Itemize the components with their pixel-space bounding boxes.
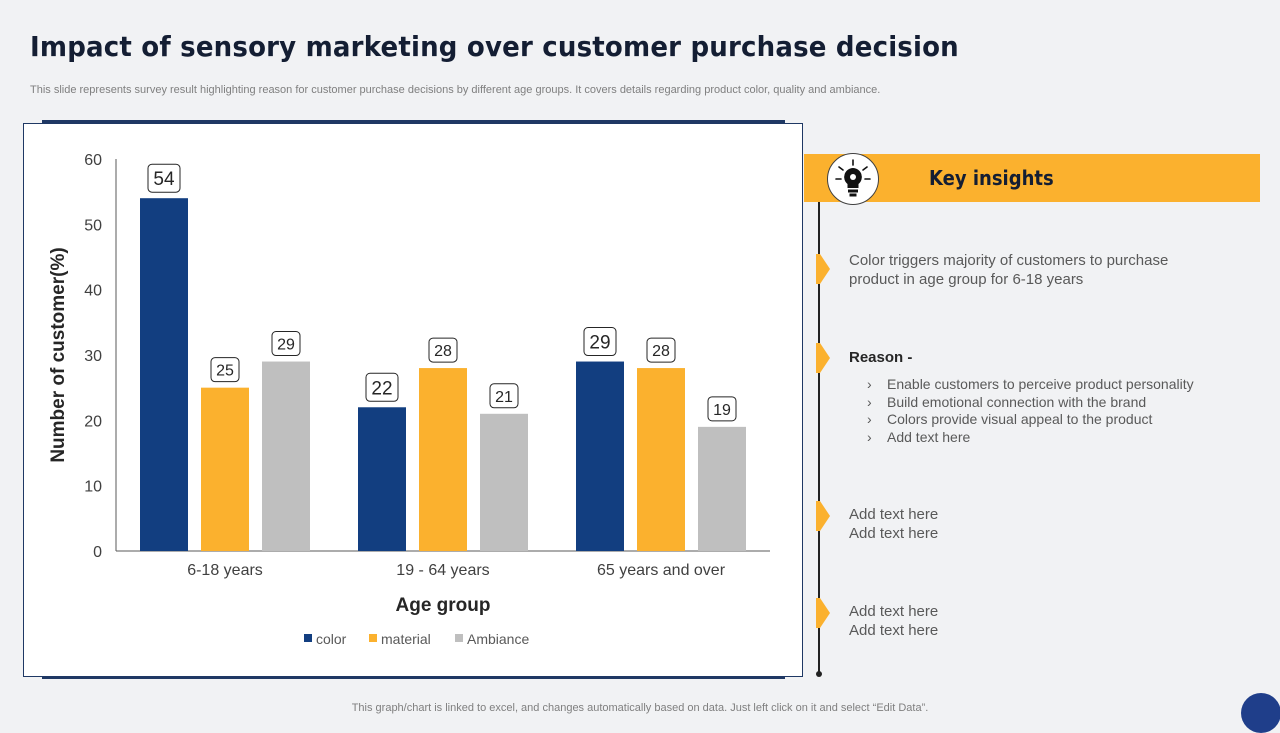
x-tick-label: 19 - 64 years xyxy=(396,562,489,579)
bar-color xyxy=(358,407,406,551)
timeline-marker-icon xyxy=(816,598,830,628)
data-label: 25 xyxy=(216,363,234,380)
timeline-marker-icon xyxy=(816,501,830,531)
data-label-box xyxy=(271,331,301,357)
reason-item: › Build emotional connection with the bra… xyxy=(867,393,1147,410)
timeline-marker-icon xyxy=(816,343,830,373)
chevron-right-icon: › xyxy=(867,429,872,446)
data-label-box xyxy=(583,327,617,357)
timeline-end-dot xyxy=(816,671,822,677)
data-label: 54 xyxy=(153,169,175,190)
y-tick-label: 50 xyxy=(84,217,102,234)
insights-timeline xyxy=(818,202,820,674)
y-tick-label: 10 xyxy=(84,479,102,496)
bar-material xyxy=(201,387,249,551)
bar-ambiance xyxy=(480,413,528,551)
corner-decoration xyxy=(1241,693,1280,733)
bar-color xyxy=(140,198,188,551)
chevron-right-icon: › xyxy=(867,376,872,392)
data-label: 28 xyxy=(434,343,452,360)
chart-top-rule xyxy=(42,120,785,123)
legend-swatch xyxy=(455,634,463,642)
y-tick-label: 20 xyxy=(84,413,102,430)
legend-label: material xyxy=(381,631,431,647)
data-label: 28 xyxy=(652,343,670,360)
x-axis-label: Age group xyxy=(396,595,491,616)
y-tick-label: 0 xyxy=(93,544,102,561)
data-label-box xyxy=(646,337,676,363)
x-tick-label: 6-18 years xyxy=(187,562,263,579)
timeline-marker-icon xyxy=(816,254,830,284)
y-axis-label: Number of customer(%) xyxy=(48,247,69,462)
data-label-box xyxy=(707,396,737,422)
footer-note: This graph/chart is linked to excel, and… xyxy=(351,702,929,714)
insight-point-1: Color triggers majority of customers to … xyxy=(849,252,1169,288)
lightbulb-gear-icon xyxy=(827,153,879,205)
reason-item: › Enable customers to perceive product pe… xyxy=(867,376,1194,392)
y-tick-label: 30 xyxy=(84,348,102,365)
insight-point-4: Add text here Add text here xyxy=(849,603,939,639)
reason-item: › Colors provide visual appeal to the pro… xyxy=(867,411,1153,428)
legend-label: color xyxy=(316,631,347,647)
legend-swatch xyxy=(369,634,377,642)
chevron-right-icon: › xyxy=(867,393,872,410)
bar-material xyxy=(637,368,685,551)
reason-label: Reason - xyxy=(849,349,913,366)
x-tick-label: 65 years and over xyxy=(597,562,726,579)
chart-bottom-rule xyxy=(42,676,785,679)
page-title: Impact of sensory marketing over custome… xyxy=(30,30,959,63)
chart-panel[interactable]: 0 10 20 30 40 50 60 Number of customer(%) 54 25 29… xyxy=(23,123,803,677)
y-tick-label: 40 xyxy=(84,283,102,300)
key-insights-banner xyxy=(804,154,1260,202)
chevron-right-icon: › xyxy=(867,411,872,428)
data-label: 29 xyxy=(277,337,295,354)
reason-list: › Enable customers to perceive product pe… xyxy=(867,376,1194,447)
data-label-box xyxy=(428,337,458,363)
key-insights-title: Key insights xyxy=(929,166,1054,190)
legend-label: Ambiance xyxy=(467,631,529,647)
bar-ambiance xyxy=(262,361,310,551)
bar-ambiance xyxy=(698,426,746,551)
legend-swatch xyxy=(304,634,312,642)
bar-material xyxy=(419,368,467,551)
data-label: 29 xyxy=(589,333,610,354)
data-label: 19 xyxy=(713,402,731,419)
bar-color xyxy=(576,361,624,551)
data-label: 22 xyxy=(371,378,392,399)
data-label-box xyxy=(365,372,399,402)
bar-chart[interactable]: 0 10 20 30 40 50 60 Number of customer(%) 54 25 29… xyxy=(24,124,802,676)
data-label-box xyxy=(147,163,181,193)
page-subtitle: This slide represents survey result high… xyxy=(30,84,881,96)
data-label: 21 xyxy=(495,389,513,406)
y-tick-label: 60 xyxy=(84,152,102,169)
data-label-box xyxy=(489,383,519,409)
reason-item: › Add text here xyxy=(867,429,971,446)
insight-point-3: Add text here Add text here xyxy=(849,506,939,542)
data-label-box xyxy=(210,357,240,383)
